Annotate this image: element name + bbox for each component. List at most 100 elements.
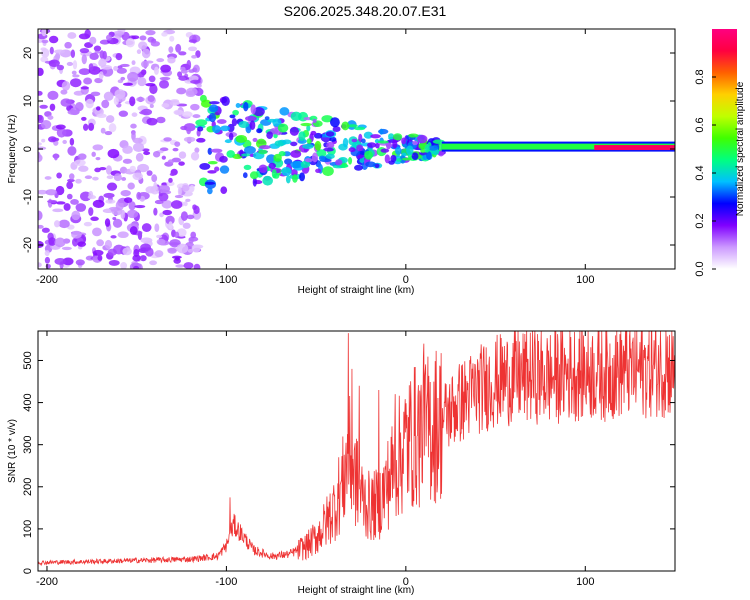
spectrogram-blob	[178, 151, 187, 159]
spectrogram-blob	[408, 133, 419, 138]
spectrogram-blob	[273, 153, 282, 162]
spectrogram-blob	[78, 165, 89, 172]
spectrogram-blob	[323, 147, 334, 152]
spectrogram-blob	[97, 254, 103, 261]
spectrogram-blob	[167, 56, 176, 64]
colorbar-label: Normalized spectral amplitude	[735, 81, 746, 216]
spectrogram-blob	[375, 142, 380, 149]
colorbar: 0.0 0.2 0.4 0.6 0.8 Normalized spectral ampl…	[694, 29, 746, 277]
spectrogram-blob	[99, 50, 105, 59]
spectrogram-blob	[49, 46, 54, 55]
spectrogram-blob	[252, 177, 257, 187]
spectrogram-blob	[49, 103, 56, 111]
spectrogram-blob	[44, 250, 50, 257]
spectrogram-blob	[95, 106, 101, 111]
spectrogram-blob	[177, 71, 183, 78]
snr-panel: -200 -100 0 100 0 100 200 300 400 500 Height of …	[7, 330, 676, 596]
spectrogram-blob	[53, 49, 66, 54]
spectrogram-blob	[310, 130, 317, 136]
spectrogram-blob	[113, 244, 125, 255]
spectrogram-blob	[72, 74, 80, 78]
y-tick-label: 500	[22, 351, 34, 369]
spectrogram-blob	[182, 111, 193, 118]
spectrogram-blob	[357, 154, 364, 159]
spectrogram-blob	[238, 121, 249, 129]
spectrogram-blob	[71, 210, 81, 221]
spectrogram-blob	[169, 100, 180, 106]
spectrogram-blob	[250, 104, 256, 115]
spectrogram-blob	[106, 182, 118, 191]
spectrogram-blob	[120, 63, 130, 68]
spectrogram-blob	[197, 126, 204, 132]
spectrogram-blob	[156, 234, 163, 239]
spectrogram-line-core	[441, 143, 675, 150]
spectrogram-blob	[120, 76, 126, 81]
spectrogram-blob	[190, 103, 200, 111]
spectrogram-blob	[38, 224, 44, 229]
spectrogram-x-ticks: -200 -100 0 100	[36, 29, 594, 286]
spectrogram-blob	[117, 231, 129, 239]
spectrogram-blob	[80, 86, 90, 90]
spectrogram-blob	[259, 145, 271, 150]
spectrogram-blob	[112, 218, 123, 228]
spectrogram-blob	[81, 54, 87, 65]
spectrogram-blob	[90, 91, 101, 97]
spectrogram-blob	[177, 186, 182, 197]
spectrogram-blob	[63, 203, 71, 211]
spectrogram-blob	[66, 181, 74, 190]
spectrogram-blob	[41, 227, 50, 233]
spectrogram-blob	[101, 99, 110, 109]
y-tick-label: 200	[22, 478, 34, 496]
spectrogram-blob	[220, 125, 230, 132]
spectrogram-blob	[136, 96, 145, 102]
spectrogram-blob	[292, 174, 298, 183]
spectrogram-blob	[183, 201, 188, 207]
spectrogram-blob	[129, 96, 136, 107]
colorbar-gradient	[712, 29, 737, 269]
spectrogram-blob	[192, 204, 197, 211]
spectrogram-blob	[141, 223, 152, 232]
spectrogram-y-ticks: 20 10 0 -10 -20	[22, 47, 675, 253]
spectrogram-blob	[47, 90, 59, 101]
x-tick-label: -200	[36, 274, 58, 286]
spectrogram-blob	[75, 101, 84, 112]
spectrogram-blob	[88, 207, 94, 216]
spectrogram-blob	[266, 131, 273, 140]
spectrogram-blob	[127, 71, 139, 82]
spectrogram-blob	[329, 136, 337, 142]
spectrogram-blob	[290, 161, 301, 169]
spectrogram-blob	[129, 165, 136, 173]
spectrogram-blob	[131, 35, 140, 40]
spectrogram-blob	[221, 96, 230, 107]
snr-frame	[37, 330, 676, 572]
spectrogram-blob	[70, 78, 82, 88]
spectrogram-blob	[136, 191, 142, 200]
spectrogram-blob	[304, 158, 313, 163]
spectrogram-blob	[62, 257, 74, 266]
spectrogram-blob	[187, 248, 194, 253]
spectrogram-blob	[243, 164, 252, 170]
spectrogram-blob	[154, 66, 159, 75]
spectrogram-blob	[40, 56, 49, 63]
spectrogram-blob	[241, 153, 251, 157]
spectrogram-blob	[83, 77, 93, 85]
spectrogram-blob	[326, 141, 335, 149]
x-tick-label: -200	[36, 576, 58, 588]
spectrogram-blob	[174, 231, 180, 239]
spectrogram-blob	[38, 142, 42, 146]
spectrogram-blob	[224, 139, 232, 144]
spectrogram-blob	[71, 230, 82, 239]
spectrogram-blob	[38, 90, 43, 96]
spectrogram-blob	[108, 123, 117, 133]
spectrogram-blob	[235, 103, 241, 108]
spectrogram-blob	[54, 258, 66, 265]
spectrogram-blob	[107, 148, 120, 159]
spectrogram-blob	[242, 172, 248, 179]
spectrogram-blob	[152, 150, 161, 158]
spectrogram-blob	[302, 143, 314, 150]
spectrogram-blob	[208, 101, 220, 105]
spectrogram-blob	[104, 239, 113, 250]
spectrogram-blob	[290, 169, 298, 177]
spectrogram-blob	[167, 159, 174, 165]
spectrogram-blob	[74, 159, 86, 166]
